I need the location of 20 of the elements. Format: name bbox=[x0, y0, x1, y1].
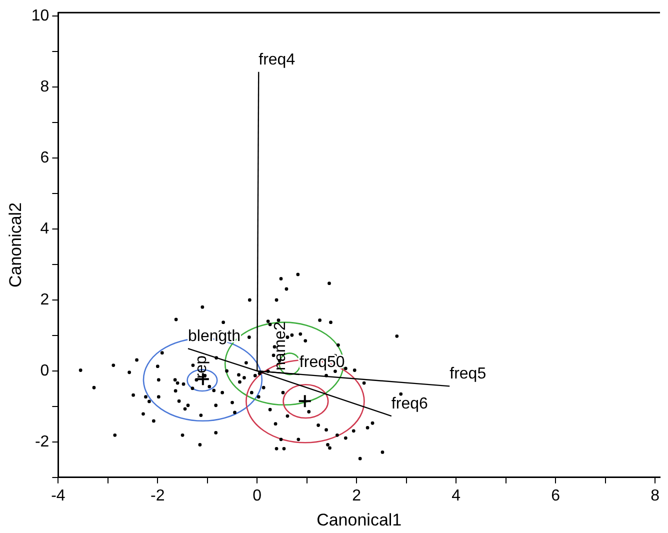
annotation: freq6 bbox=[391, 395, 428, 412]
y-tick-label: 2 bbox=[40, 291, 50, 308]
x-tick-label: -4 bbox=[51, 487, 66, 504]
y-tick-label: 8 bbox=[40, 78, 50, 96]
y-tick-label: 0 bbox=[40, 362, 50, 380]
x-axis-title: Canonical1 bbox=[316, 510, 402, 530]
x-tick-label: 8 bbox=[650, 487, 660, 504]
annotation: freq4 bbox=[258, 51, 296, 68]
annotation: freq5 bbox=[450, 366, 486, 383]
x-tick-label: 2 bbox=[352, 487, 362, 504]
y-tick-label: 6 bbox=[40, 149, 50, 166]
x-tick-label: 0 bbox=[252, 487, 262, 504]
y-tick-label: -2 bbox=[34, 433, 50, 450]
y-tick-label: 4 bbox=[40, 220, 50, 238]
x-tick-label: -2 bbox=[150, 487, 165, 504]
y-axis-title: Canonical2 bbox=[6, 202, 25, 288]
x-tick-label: 4 bbox=[452, 487, 461, 504]
x-tick-label: 6 bbox=[551, 487, 560, 504]
y-tick-label: 10 bbox=[31, 8, 50, 25]
annotation: name2 bbox=[272, 322, 289, 370]
